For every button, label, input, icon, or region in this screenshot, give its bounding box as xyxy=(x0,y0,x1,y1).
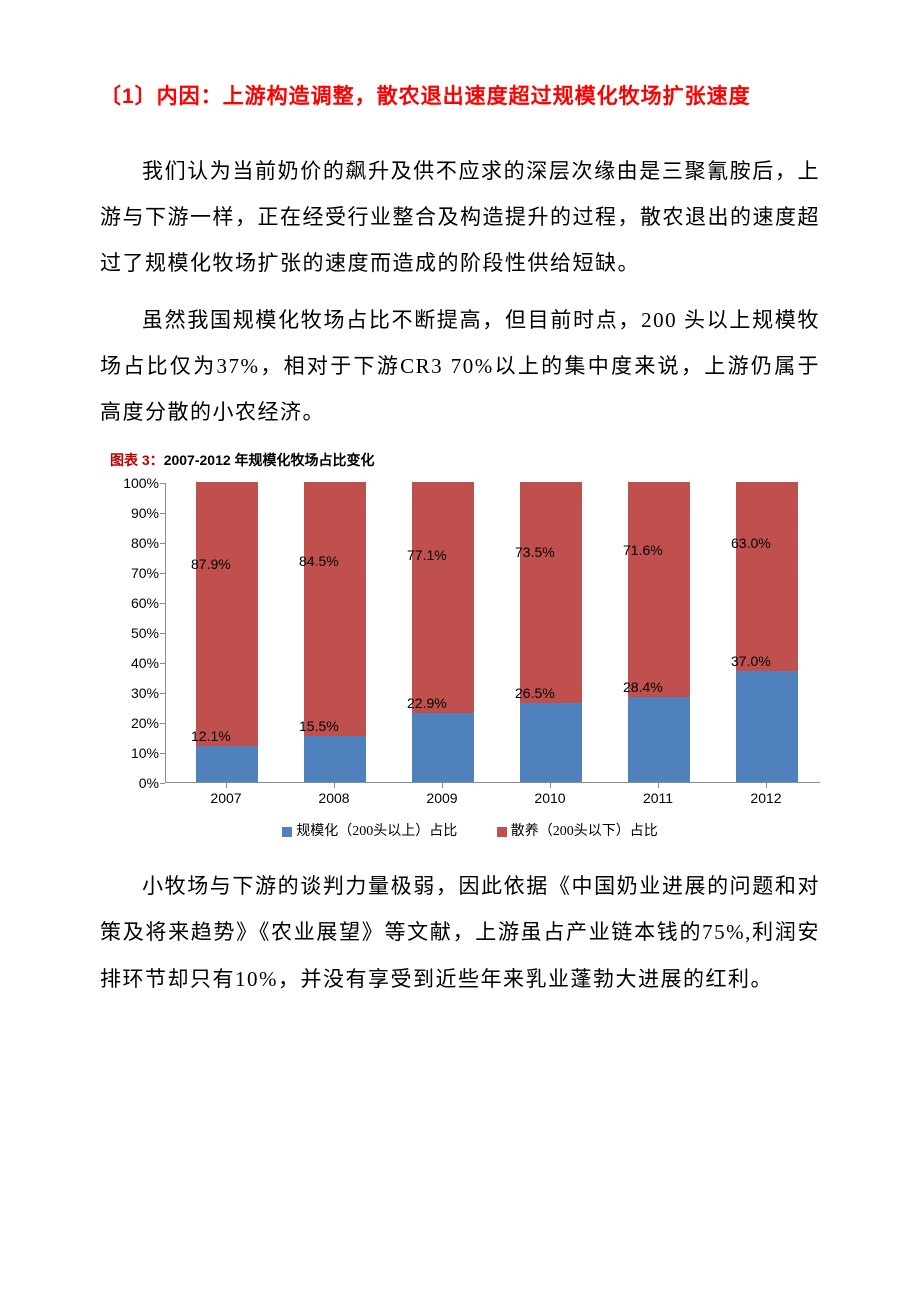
y-tick-label: 80% xyxy=(110,535,165,551)
y-tick-label: 0% xyxy=(110,775,165,791)
y-tick-mark xyxy=(160,693,165,694)
y-tick-mark xyxy=(160,723,165,724)
chart-container: 87.9%12.1%84.5%15.5%77.1%22.9%73.5%26.5%… xyxy=(110,478,820,838)
bar-label-scale: 15.5% xyxy=(299,718,339,734)
stacked-bar-chart: 87.9%12.1%84.5%15.5%77.1%22.9%73.5%26.5%… xyxy=(110,478,830,838)
y-tick-mark xyxy=(160,483,165,484)
y-tick-mark xyxy=(160,753,165,754)
y-tick-mark xyxy=(160,543,165,544)
x-tick-mark xyxy=(658,783,659,788)
bar-column: 77.1%22.9% xyxy=(412,482,474,782)
x-tick-label: 2010 xyxy=(534,790,565,806)
bar-label-scatter: 77.1% xyxy=(407,547,447,563)
x-tick-label: 2009 xyxy=(426,790,457,806)
legend-item-scale: 规模化（200头以上）占比 xyxy=(282,820,457,840)
bar-label-scale: 12.1% xyxy=(191,728,231,744)
x-tick-mark xyxy=(334,783,335,788)
y-tick-label: 50% xyxy=(110,625,165,641)
chart-title-prefix: 图表 3： xyxy=(110,452,164,468)
legend-swatch-scale xyxy=(282,827,292,837)
section-heading: 〔1〕内因：上游构造调整，散农退出速度超过规模化牧场扩张速度 xyxy=(100,80,820,110)
bar-label-scatter: 63.0% xyxy=(731,535,771,551)
y-tick-label: 20% xyxy=(110,715,165,731)
legend-swatch-scatter xyxy=(497,827,507,837)
legend-item-scatter: 散养（200头以下）占比 xyxy=(497,820,658,840)
bar-segment-scatter: 87.9% xyxy=(196,482,258,746)
bar-label-scale: 26.5% xyxy=(515,685,555,701)
y-tick-label: 30% xyxy=(110,685,165,701)
chart-title: 图表 3：2007-2012 年规模化牧场占比变化 xyxy=(110,450,820,470)
bar-column: 84.5%15.5% xyxy=(304,482,366,782)
y-tick-label: 70% xyxy=(110,565,165,581)
paragraph-2: 虽然我国规模化牧场占比不断提高，但目前时点，200 头以上规模牧场占比仅为37%… xyxy=(100,297,820,436)
bar-segment-scale: 37.0% xyxy=(736,671,798,782)
bar-segment-scatter: 77.1% xyxy=(412,482,474,713)
bar-label-scatter: 73.5% xyxy=(515,544,555,560)
y-tick-mark xyxy=(160,603,165,604)
y-tick-label: 100% xyxy=(110,475,165,491)
y-tick-mark xyxy=(160,633,165,634)
legend-label-scale: 规模化（200头以上）占比 xyxy=(296,824,457,839)
x-tick-mark xyxy=(766,783,767,788)
bar-segment-scale: 12.1% xyxy=(196,746,258,782)
bar-label-scale: 22.9% xyxy=(407,695,447,711)
x-tick-mark xyxy=(226,783,227,788)
x-tick-label: 2007 xyxy=(210,790,241,806)
x-tick-label: 2011 xyxy=(643,790,673,806)
bar-segment-scatter: 84.5% xyxy=(304,482,366,736)
x-tick-label: 2012 xyxy=(750,790,781,806)
y-tick-mark xyxy=(160,783,165,784)
paragraph-3: 小牧场与下游的谈判力量极弱，因此依据《中国奶业进展的问题和对策及将来趋势》《农业… xyxy=(100,863,820,1002)
plot-area: 87.9%12.1%84.5%15.5%77.1%22.9%73.5%26.5%… xyxy=(165,483,820,783)
bar-column: 63.0%37.0% xyxy=(736,482,798,782)
bar-segment-scatter: 73.5% xyxy=(520,482,582,703)
y-tick-label: 10% xyxy=(110,745,165,761)
bar-column: 73.5%26.5% xyxy=(520,482,582,782)
x-tick-mark xyxy=(442,783,443,788)
paragraph-1: 我们认为当前奶价的飙升及供不应求的深层次缘由是三聚氰胺后，上游与下游一样，正在经… xyxy=(100,148,820,287)
bar-column: 71.6%28.4% xyxy=(628,482,690,782)
bar-label-scale: 28.4% xyxy=(623,679,663,695)
bar-label-scale: 37.0% xyxy=(731,653,771,669)
x-tick-mark xyxy=(550,783,551,788)
bar-segment-scale: 28.4% xyxy=(628,697,690,782)
bar-column: 87.9%12.1% xyxy=(196,482,258,782)
y-tick-mark xyxy=(160,513,165,514)
legend-label-scatter: 散养（200头以下）占比 xyxy=(511,824,658,839)
bar-segment-scale: 22.9% xyxy=(412,713,474,782)
chart-legend: 规模化（200头以上）占比 散养（200头以下）占比 xyxy=(110,820,830,840)
bar-label-scatter: 71.6% xyxy=(623,542,663,558)
y-tick-label: 90% xyxy=(110,505,165,521)
x-tick-label: 2008 xyxy=(318,790,349,806)
bar-label-scatter: 87.9% xyxy=(191,556,231,572)
y-tick-mark xyxy=(160,663,165,664)
y-tick-label: 40% xyxy=(110,655,165,671)
y-tick-mark xyxy=(160,573,165,574)
chart-title-text: 2007-2012 年规模化牧场占比变化 xyxy=(164,452,375,468)
bar-segment-scale: 15.5% xyxy=(304,736,366,783)
bar-segment-scatter: 71.6% xyxy=(628,482,690,697)
bar-label-scatter: 84.5% xyxy=(299,553,339,569)
bar-segment-scale: 26.5% xyxy=(520,703,582,783)
y-tick-label: 60% xyxy=(110,595,165,611)
bar-segment-scatter: 63.0% xyxy=(736,482,798,671)
